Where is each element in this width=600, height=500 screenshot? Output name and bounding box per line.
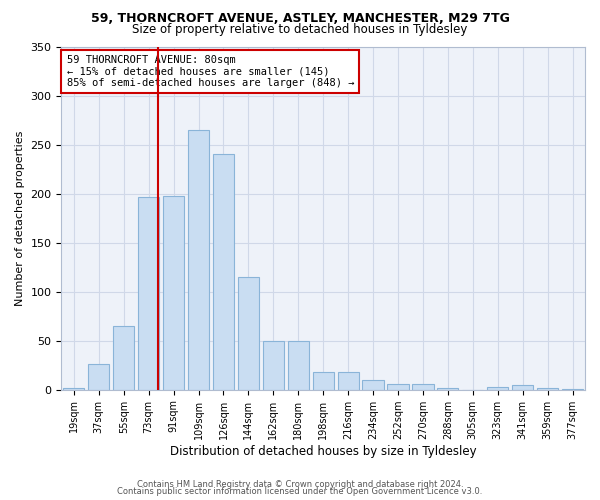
Bar (63, 388, 85, 390)
Bar (388, 384, 409, 390)
Bar (412, 384, 434, 390)
Text: 59 THORNCROFT AVENUE: 80sqm
← 15% of detached houses are smaller (145)
85% of se: 59 THORNCROFT AVENUE: 80sqm ← 15% of det… (67, 55, 354, 88)
Text: Contains public sector information licensed under the Open Government Licence v3: Contains public sector information licen… (118, 487, 482, 496)
Bar (512, 385, 533, 390)
Bar (537, 388, 558, 390)
Bar (213, 154, 234, 390)
Bar (287, 340, 309, 390)
Bar (313, 372, 334, 390)
Text: 59, THORNCROFT AVENUE, ASTLEY, MANCHESTER, M29 7TG: 59, THORNCROFT AVENUE, ASTLEY, MANCHESTE… (91, 12, 509, 26)
Bar (238, 277, 259, 390)
Bar (362, 380, 383, 390)
Text: Contains HM Land Registry data © Crown copyright and database right 2024.: Contains HM Land Registry data © Crown c… (137, 480, 463, 489)
Bar (437, 388, 458, 390)
Bar (263, 340, 284, 390)
Bar (163, 196, 184, 390)
Bar (487, 387, 508, 390)
Bar (188, 130, 209, 390)
Y-axis label: Number of detached properties: Number of detached properties (15, 130, 25, 306)
Bar (338, 372, 359, 390)
Bar (113, 326, 134, 390)
Bar (562, 388, 583, 390)
Bar (88, 364, 109, 390)
Bar (138, 196, 159, 390)
Text: Size of property relative to detached houses in Tyldesley: Size of property relative to detached ho… (133, 22, 467, 36)
X-axis label: Distribution of detached houses by size in Tyldesley: Distribution of detached houses by size … (170, 444, 476, 458)
